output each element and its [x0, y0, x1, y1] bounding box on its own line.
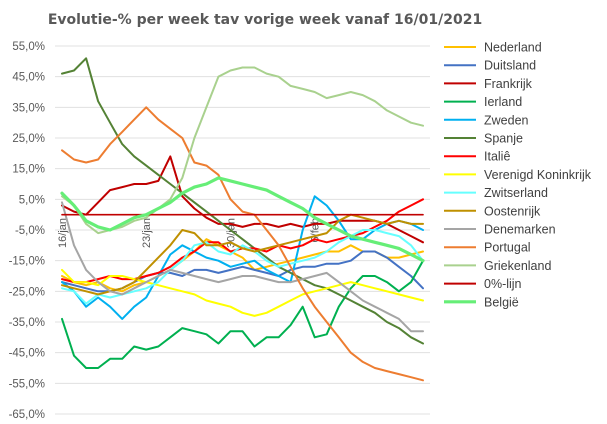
- legend: Nederland Duitsland Frankrijk Ierland Zweden…: [444, 41, 592, 309]
- series-line-10: [61, 201, 424, 333]
- series-line-12: [61, 66, 424, 235]
- series-line-3: [61, 259, 424, 369]
- series-line-14: [60, 176, 425, 263]
- legend-label: Verenigd Koninkrijk: [484, 168, 592, 182]
- x-tick-label: 16/jan: [57, 218, 69, 248]
- x-tick-label: 23/jan: [141, 218, 153, 248]
- y-tick-label: -55,0%: [9, 378, 45, 390]
- y-tick-label: 35,0%: [12, 102, 45, 114]
- y-tick-label: -65,0%: [9, 409, 45, 421]
- legend-label: Denemarken: [484, 223, 556, 237]
- y-axis-ticks: 55,0% 45,0% 35,0% 25,0% 15,0% 5,0% -5,0% -15,0%…: [9, 41, 45, 421]
- y-tick-label: -25,0%: [9, 286, 45, 298]
- y-tick-label: 55,0%: [12, 41, 45, 53]
- legend-label: Zweden: [484, 113, 529, 127]
- legend-label: Ierland: [484, 95, 522, 109]
- y-tick-label: -35,0%: [9, 317, 45, 329]
- series-line-9: [61, 213, 424, 296]
- legend-label: Griekenland: [484, 259, 551, 273]
- legend-label: Oostenrijk: [484, 204, 541, 218]
- legend-label: Spanje: [484, 132, 523, 146]
- y-tick-label: 5,0%: [19, 194, 45, 206]
- legend-label: Duitsland: [484, 59, 536, 73]
- series-line-11: [61, 106, 424, 382]
- legend-label: Portugal: [484, 241, 531, 255]
- series-line-2: [61, 155, 424, 244]
- y-tick-label: 45,0%: [12, 72, 45, 84]
- series-line-5: [61, 57, 424, 345]
- series-lines: [60, 57, 425, 382]
- x-axis-ticks: 16/jan 23/jan 30/jan 6/feb: [57, 218, 322, 248]
- y-tick-label: -15,0%: [9, 256, 45, 268]
- series-line-7: [61, 268, 424, 317]
- legend-label: Nederland: [484, 41, 542, 55]
- legend-label: Frankrijk: [484, 77, 533, 91]
- chart-title: Evolutie-% per week tav vorige week vana…: [48, 12, 482, 28]
- legend-label: Italiê: [484, 150, 510, 164]
- legend-label: 0%-lijn: [484, 277, 522, 291]
- gridlines: [55, 45, 430, 415]
- legend-label: België: [484, 295, 519, 309]
- legend-label: Zwitserland: [484, 186, 548, 200]
- y-tick-label: -45,0%: [9, 348, 45, 360]
- y-tick-label: 25,0%: [12, 133, 45, 145]
- y-tick-label: -5,0%: [15, 225, 45, 237]
- y-tick-label: 15,0%: [12, 164, 45, 176]
